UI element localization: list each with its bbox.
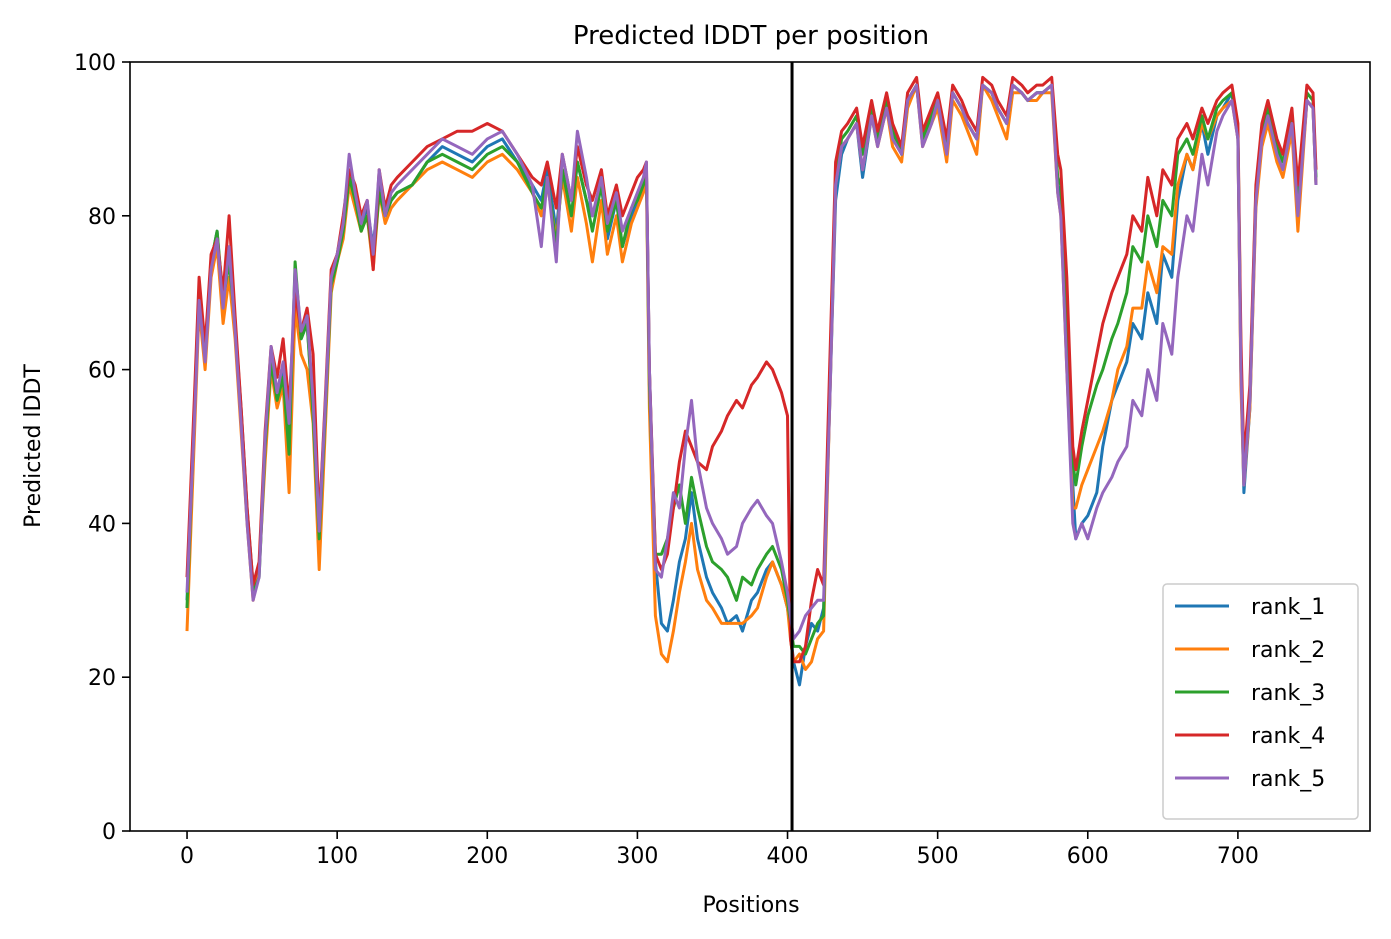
x-tick-label: 0 xyxy=(180,844,194,869)
legend-label-rank_4: rank_4 xyxy=(1251,724,1325,749)
series-layer xyxy=(185,75,1318,687)
legend-box xyxy=(1162,583,1359,820)
y-axis-label: Predicted lDDT xyxy=(21,364,46,528)
x-tick-label: 200 xyxy=(466,844,508,869)
x-tick-label: 300 xyxy=(616,844,658,869)
legend-label-rank_1: rank_1 xyxy=(1251,595,1325,620)
y-tick-label: 20 xyxy=(88,666,116,691)
series-line-rank_5 xyxy=(185,83,1318,641)
legend-label-rank_3: rank_3 xyxy=(1251,681,1325,706)
chart-title: Predicted lDDT per position xyxy=(573,21,929,51)
x-axis-label: Positions xyxy=(702,893,799,918)
x-tick-label: 700 xyxy=(1217,844,1259,869)
y-tick-label: 80 xyxy=(88,205,116,230)
axes-frame xyxy=(129,61,1371,832)
y-tick-label: 100 xyxy=(74,51,116,76)
axes-layer: 0 100 200 300 400 500 600 700 0 20 40 60 80 100 xyxy=(74,51,1371,869)
legend: rank_1 rank_2 rank_3 rank_4 rank_5 xyxy=(1162,583,1359,820)
legend-label-rank_2: rank_2 xyxy=(1251,638,1325,663)
x-tick-label: 100 xyxy=(316,844,358,869)
x-tick-label: 500 xyxy=(917,844,959,869)
x-tick-label: 400 xyxy=(767,844,809,869)
y-tick-label: 0 xyxy=(102,820,116,845)
y-tick-label: 60 xyxy=(88,359,116,384)
y-tick-label: 40 xyxy=(88,512,116,537)
legend-label-rank_5: rank_5 xyxy=(1251,767,1325,792)
x-tick-label: 600 xyxy=(1067,844,1109,869)
